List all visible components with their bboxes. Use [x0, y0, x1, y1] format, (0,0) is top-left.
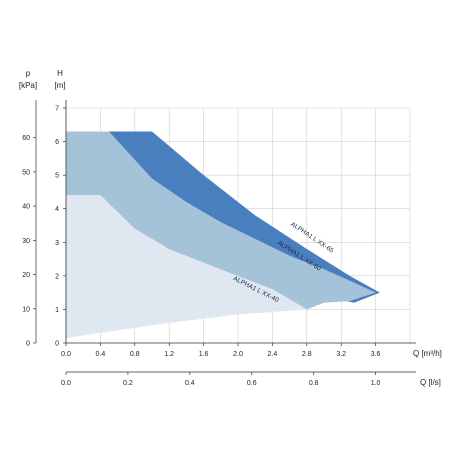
y-tick-label: 1: [55, 307, 59, 314]
x-tick-label: 2.4: [268, 351, 278, 358]
y-tick-label: 0: [55, 341, 59, 348]
p-tick-label: 60: [22, 135, 30, 142]
x-tick-label: 0.8: [130, 351, 140, 358]
p-tick-label: 30: [22, 238, 30, 245]
x-tick-label: 0.4: [96, 351, 106, 358]
h-axis-unit: [m]: [54, 81, 65, 90]
y-tick-label: 7: [55, 106, 59, 113]
x-tick-label: 1.2: [164, 351, 174, 358]
x-tick-label: 2.0: [233, 351, 243, 358]
curve-area: [66, 131, 376, 310]
p-tick-label: 10: [22, 306, 30, 313]
p-tick-label: 20: [22, 272, 30, 279]
axes: 0 1 2 3 4 5 6 7 0 10 20 30 40 50 60 H [m] p [kPa] 0.0 0.4 0.8…: [19, 69, 442, 387]
x-tick-label: 0.0: [61, 351, 71, 358]
p-tick-label: 50: [22, 169, 30, 176]
x-tick-label: 3.2: [336, 351, 346, 358]
x-tick-label: 3.6: [371, 351, 381, 358]
p-tick-label: 40: [22, 204, 30, 211]
y-tick-label: 2: [55, 273, 59, 280]
p-axis-symbol: p: [26, 69, 31, 78]
x2-tick-label: 0.4: [185, 380, 195, 387]
x-tick-label: 2.8: [302, 351, 312, 358]
p-tick-label: 0: [26, 341, 30, 348]
p-axis-unit: [kPa]: [19, 81, 37, 90]
y-tick-label: 4: [55, 206, 59, 213]
x2-tick-label: 0.6: [247, 380, 257, 387]
x-tick-label: 1.6: [199, 351, 209, 358]
curve-area: [66, 195, 307, 338]
y-tick-label: 5: [55, 173, 59, 180]
h-axis-symbol: H: [57, 69, 63, 78]
curve-area: [109, 131, 380, 303]
y-tick-label: 6: [55, 139, 59, 146]
y-tick-label: 3: [55, 240, 59, 247]
curve-areas: [66, 131, 380, 338]
x2-axis-title: Q [l/s]: [420, 378, 441, 387]
x2-tick-label: 0.0: [61, 380, 71, 387]
x2-tick-label: 0.8: [309, 380, 319, 387]
x-axis-title: Q [m³/h]: [413, 349, 442, 358]
x2-tick-label: 1.0: [371, 380, 381, 387]
x2-tick-label: 0.2: [123, 380, 133, 387]
